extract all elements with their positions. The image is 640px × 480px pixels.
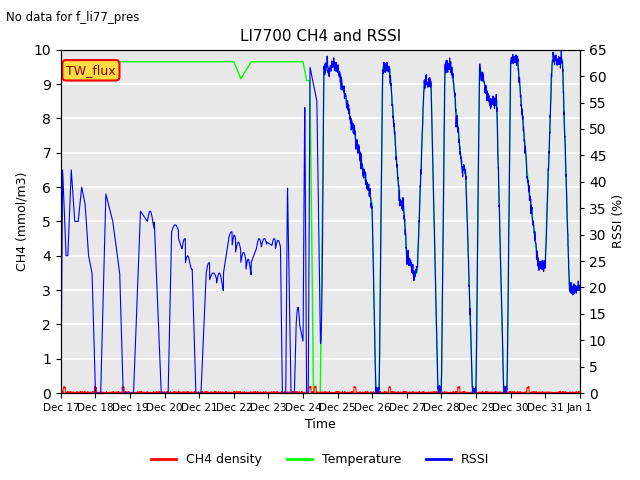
Legend: CH4 density, Temperature, RSSI: CH4 density, Temperature, RSSI	[146, 448, 494, 471]
Y-axis label: RSSI (%): RSSI (%)	[612, 194, 625, 249]
X-axis label: Time: Time	[305, 419, 336, 432]
Y-axis label: CH4 (mmol/m3): CH4 (mmol/m3)	[15, 172, 28, 271]
Text: No data for f_li77_pres: No data for f_li77_pres	[6, 11, 140, 24]
Title: LI7700 CH4 and RSSI: LI7700 CH4 and RSSI	[240, 29, 401, 44]
Text: TW_flux: TW_flux	[66, 64, 116, 77]
